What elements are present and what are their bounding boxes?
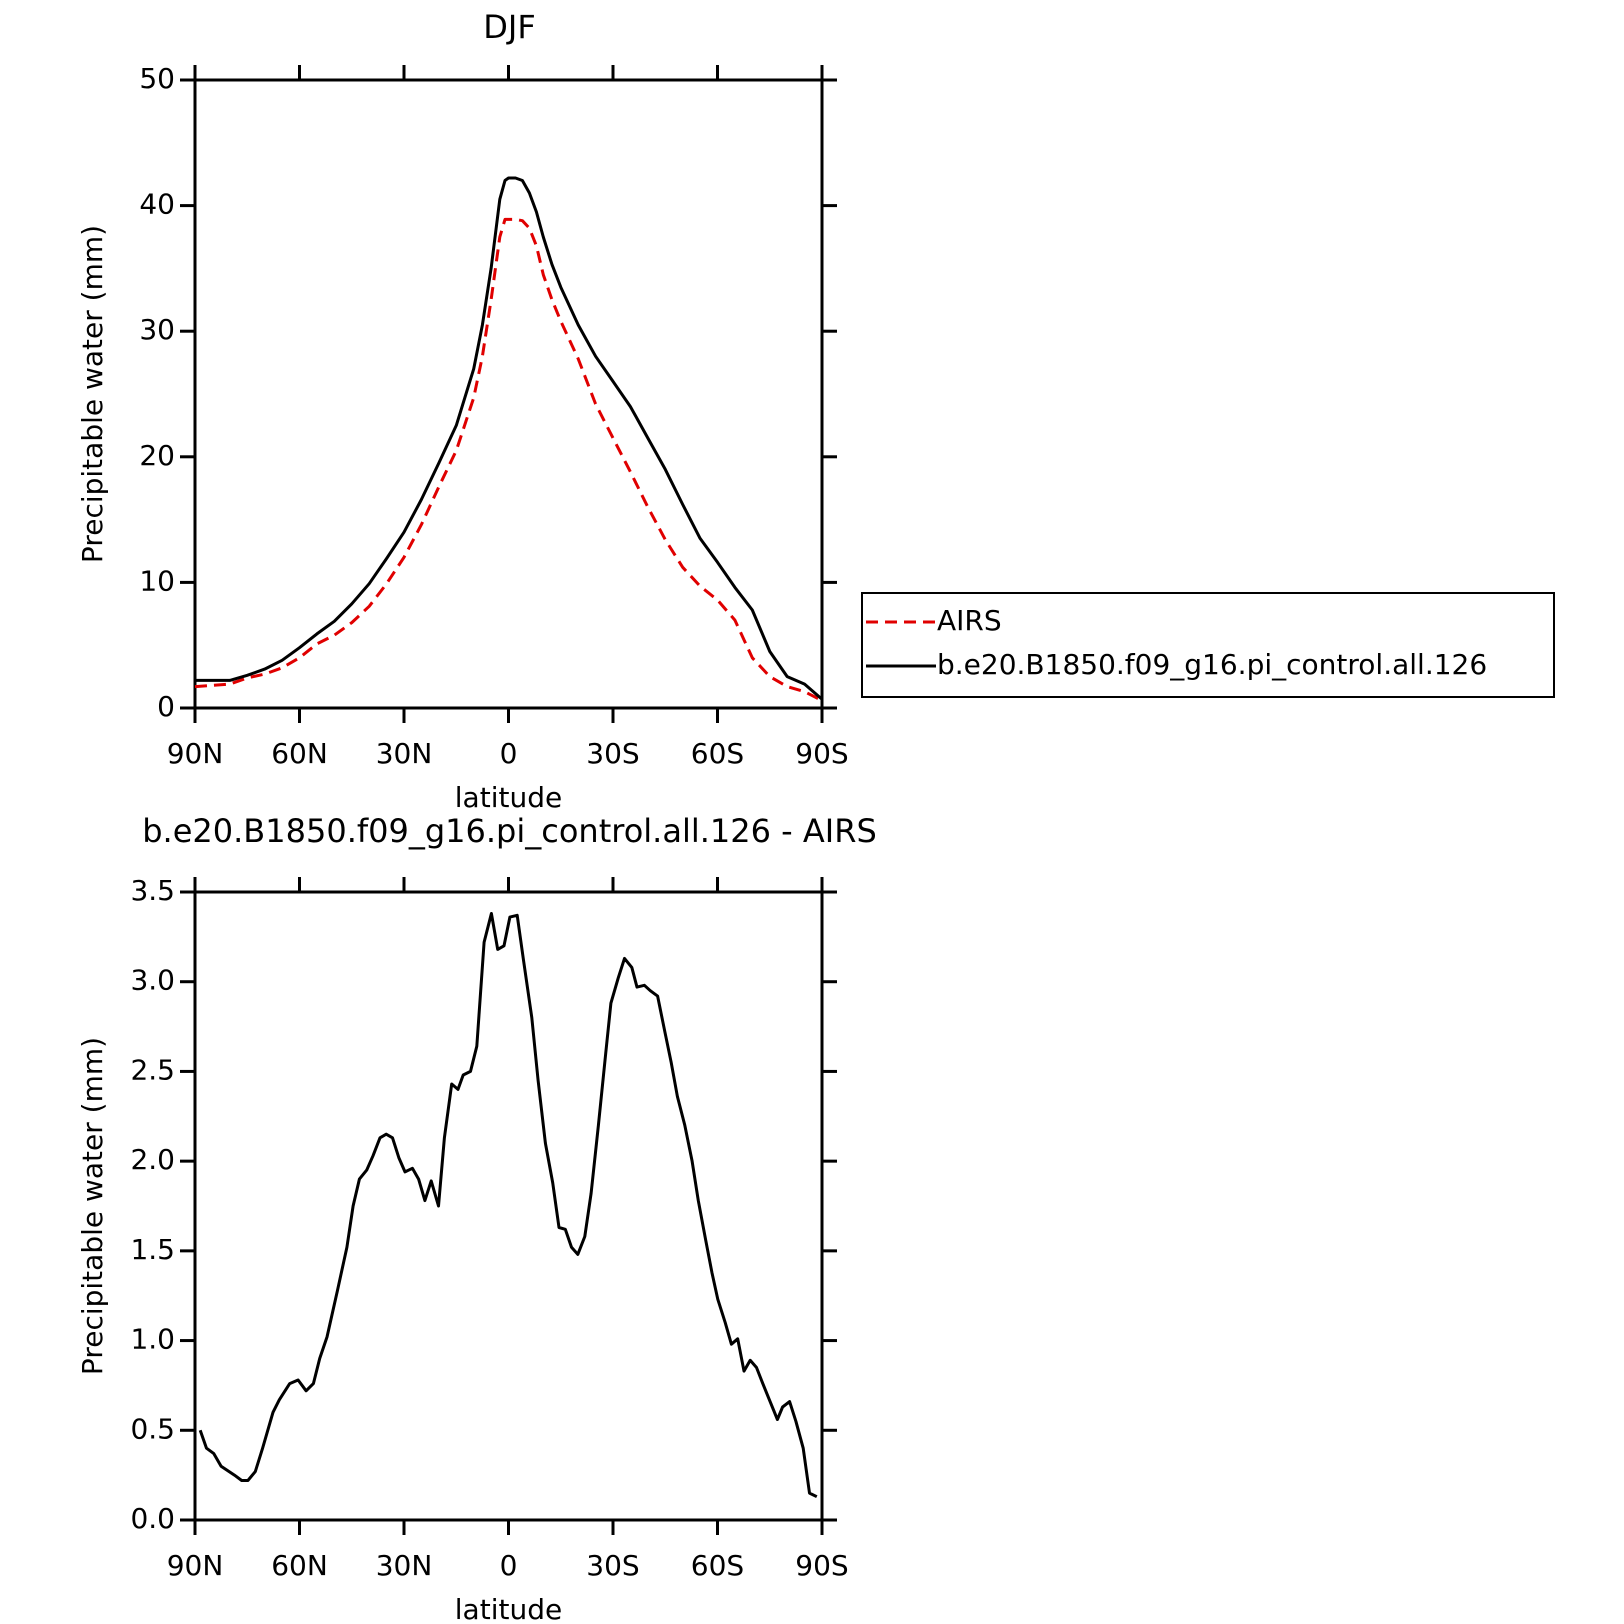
x-axis-label: latitude — [455, 781, 562, 814]
y-tick-label: 1.0 — [130, 1323, 175, 1356]
y-axis-label: Precipitable water (mm) — [76, 225, 109, 563]
y-tick-label: 40 — [139, 188, 175, 221]
x-tick-label: 90N — [167, 1549, 224, 1582]
x-tick-label: 30N — [376, 1549, 433, 1582]
chart-title: DJF — [483, 8, 535, 46]
x-tick-label: 60S — [691, 737, 744, 770]
legend-box — [861, 592, 1555, 698]
y-tick-label: 0.5 — [130, 1412, 175, 1445]
x-tick-label: 30S — [586, 737, 639, 770]
y-axis-label: Precipitable water (mm) — [76, 1037, 109, 1375]
data-line — [195, 176, 823, 701]
x-tick-label: 60N — [271, 737, 328, 770]
data-line — [198, 912, 818, 1499]
y-tick-label: 1.5 — [130, 1233, 175, 1266]
y-tick-label: 0 — [157, 690, 175, 723]
x-tick-label: 0 — [500, 737, 518, 770]
chart-title: b.e20.B1850.f09_g16.pi_control.all.126 -… — [142, 812, 877, 850]
legend-label: AIRS — [937, 604, 1002, 637]
y-tick-label: 0.0 — [130, 1502, 175, 1535]
x-tick-label: 0 — [500, 1549, 518, 1582]
legend-label: b.e20.B1850.f09_g16.pi_control.all.126 — [937, 648, 1487, 681]
x-tick-label: 90N — [167, 737, 224, 770]
x-axis-label: latitude — [455, 1593, 562, 1624]
y-tick-label: 10 — [139, 564, 175, 597]
data-line — [194, 217, 823, 702]
x-tick-label: 60S — [691, 1549, 744, 1582]
y-tick-label: 3.0 — [130, 964, 175, 997]
y-tick-label: 2.0 — [130, 1143, 175, 1176]
plot-frame — [193, 890, 824, 1522]
plot-frame — [193, 78, 824, 710]
x-tick-label: 60N — [271, 1549, 328, 1582]
x-tick-label: 30N — [376, 737, 433, 770]
y-tick-label: 30 — [139, 313, 175, 346]
x-tick-label: 90S — [795, 737, 848, 770]
x-tick-label: 90S — [795, 1549, 848, 1582]
y-tick-label: 3.5 — [130, 874, 175, 907]
y-tick-label: 20 — [139, 439, 175, 472]
x-tick-label: 30S — [586, 1549, 639, 1582]
y-tick-label: 2.5 — [130, 1053, 175, 1086]
y-tick-label: 50 — [139, 62, 175, 95]
